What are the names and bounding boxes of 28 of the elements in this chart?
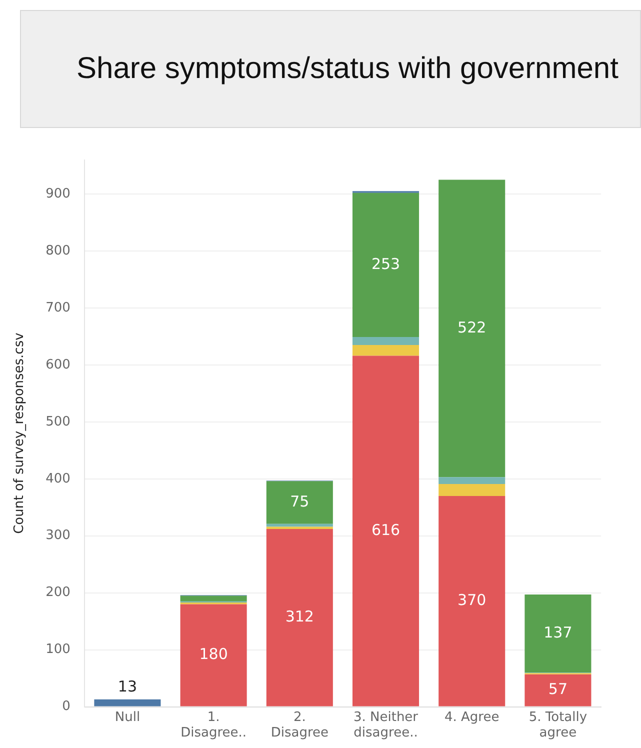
data-label: 253 (371, 254, 400, 273)
data-label: 180 (199, 645, 228, 664)
y-tick-label: 0 (62, 699, 70, 714)
y-tick-label: 700 (46, 300, 70, 316)
data-label: 13 (118, 677, 138, 696)
chart-title: Share symptoms/status with government (20, 10, 641, 128)
y-tick-label: 600 (46, 357, 70, 372)
x-tick-label: 2. Disagree (270, 710, 328, 741)
y-tick-label: 500 (46, 414, 70, 430)
x-tick-label: 5. Totally agree (528, 710, 588, 741)
y-tick-label: 300 (46, 528, 70, 544)
data-label: 522 (458, 318, 486, 336)
x-tick-label: Null (114, 710, 140, 725)
y-tick-label: 900 (46, 186, 70, 202)
data-label: 616 (371, 520, 400, 539)
x-tick-label: 1. Disagree.. (180, 710, 247, 741)
x-tick-label: 3. Neither disagree.. (353, 710, 419, 741)
data-label: 370 (458, 591, 486, 610)
y-tick-label: 100 (46, 642, 70, 658)
data-label: 312 (285, 608, 314, 626)
y-tick-label: 400 (46, 471, 70, 486)
x-tick-label: 4. Agree (444, 710, 500, 725)
y-tick-label: 200 (46, 585, 70, 600)
data-label: 137 (544, 623, 572, 642)
y-tick-label: 800 (46, 243, 70, 258)
data-label: 57 (548, 680, 568, 698)
y-axis-title: Count of survey_responses.csv (12, 332, 28, 534)
data-label: 75 (290, 492, 310, 510)
